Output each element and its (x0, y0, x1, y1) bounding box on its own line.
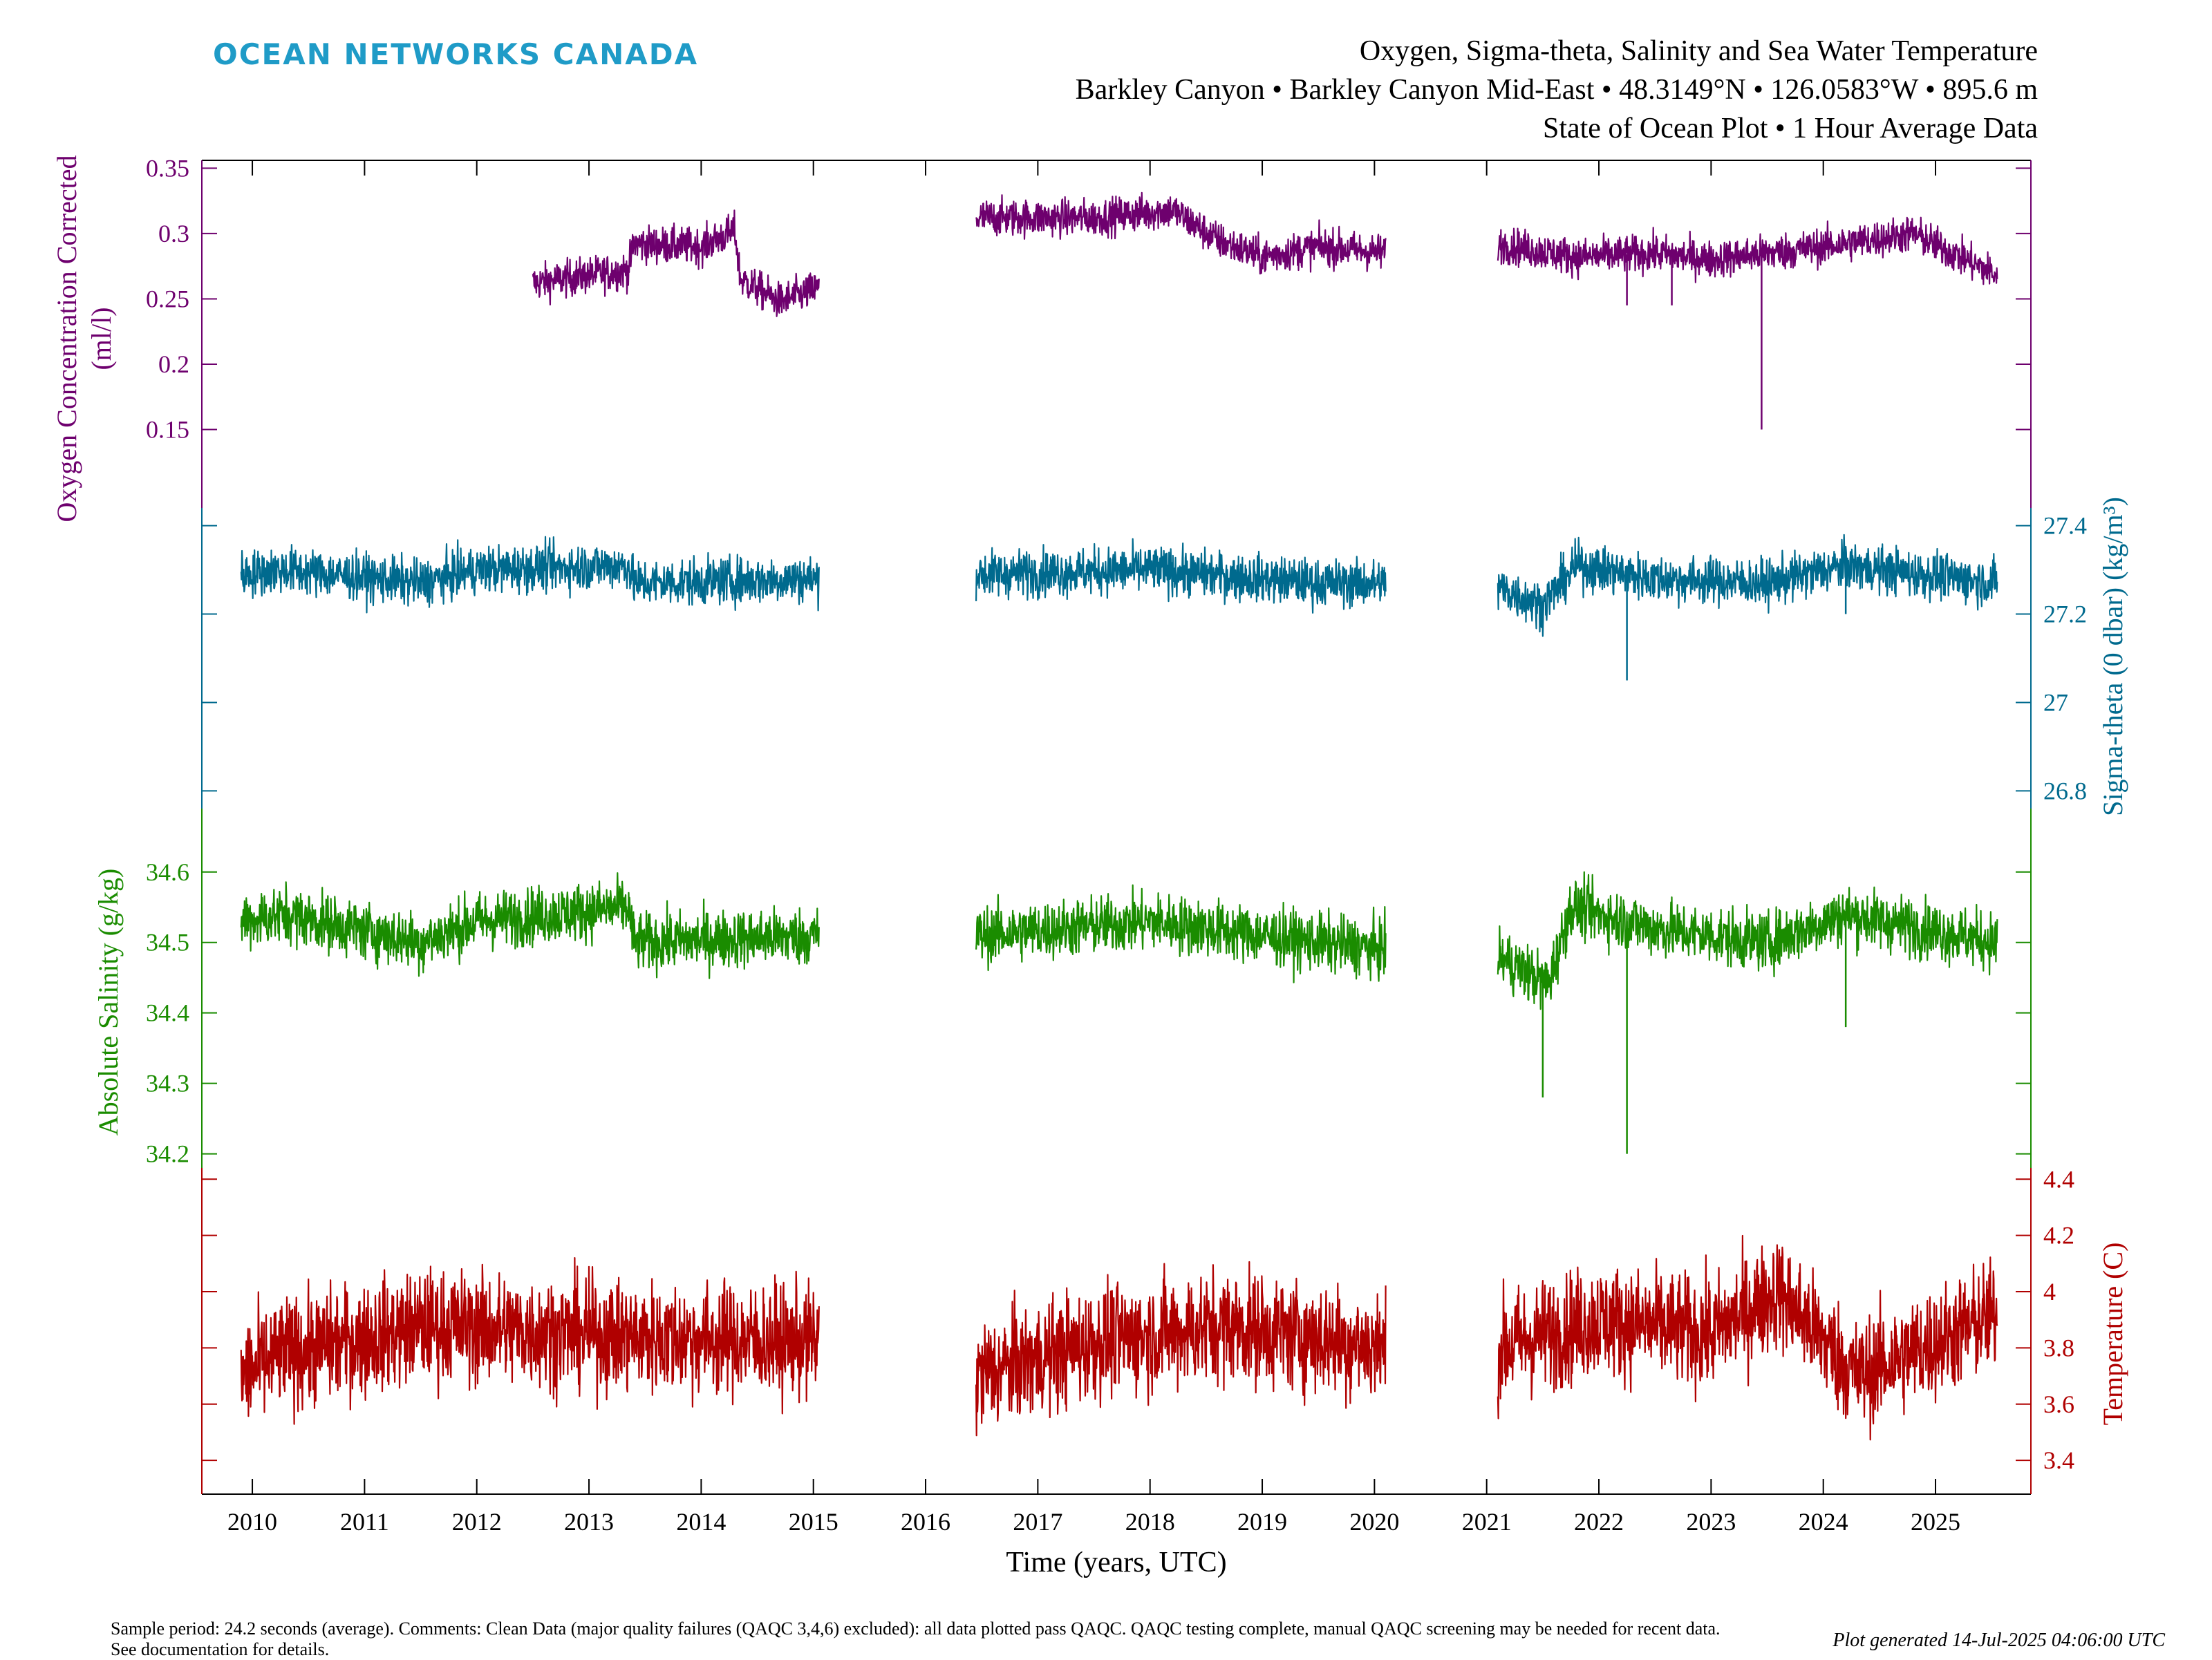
y-axis-label-oxygen: Oxygen Concentration Corrected (ml/l) (51, 155, 117, 522)
x-tick-label: 2011 (340, 1508, 389, 1536)
y-tick-label: 0.3 (158, 220, 189, 247)
y-tick-label: 34.3 (146, 1070, 189, 1097)
x-tick-label: 2013 (564, 1508, 614, 1536)
y-tick-label: 34.5 (146, 929, 189, 956)
series-sigma-theta-segment-3 (1497, 534, 1998, 637)
brand-logo-text: OCEAN NETWORKS CANADA (213, 37, 699, 71)
x-tick-label: 2021 (1462, 1508, 1512, 1536)
x-tick-label: 2024 (1799, 1508, 1848, 1536)
footnote: Sample period: 24.2 seconds (average). C… (111, 1619, 1721, 1659)
y-tick-label: 34.2 (146, 1140, 189, 1168)
y-axis-label-sigma-theta: Sigma-theta (0 dbar) (kg/m³) (2097, 497, 2128, 816)
series-absolute-salinity-segment-1 (240, 872, 820, 979)
series-oxygen-segment-1 (532, 209, 820, 317)
x-tick-label: 2016 (901, 1508, 950, 1536)
y-axis-label-temperature: Temperature (C) (2097, 1243, 2128, 1426)
x-tick-label: 2014 (676, 1508, 726, 1536)
y-tick-label: 27.4 (2043, 512, 2087, 540)
series-sigma-theta-segment-2 (975, 538, 1387, 614)
x-tick-label: 2023 (1686, 1508, 1736, 1536)
series-temperature-segment-1 (240, 1257, 820, 1425)
x-tick-label: 2017 (1013, 1508, 1062, 1536)
x-tick-label: 2018 (1125, 1508, 1175, 1536)
y-tick-label: 0.25 (146, 285, 189, 312)
chart-title: Oxygen, Sigma-theta, Salinity and Sea Wa… (1359, 35, 2038, 67)
y-tick-label: 4 (2043, 1278, 2056, 1305)
series-oxygen-segment-2 (975, 191, 1387, 275)
y-tick-label: 0.15 (146, 416, 189, 444)
y-tick-label: 4.4 (2043, 1165, 2074, 1193)
series-temperature-segment-3 (1497, 1234, 1998, 1441)
series-oxygen-segment-3 (1497, 216, 1998, 285)
generated-timestamp: Plot generated 14-Jul-2025 04:06:00 UTC (1833, 1630, 2165, 1651)
x-axis-label: Time (years, UTC) (1006, 1547, 1226, 1578)
series-absolute-salinity-segment-2 (975, 884, 1387, 983)
x-tick-label: 2025 (1911, 1508, 1960, 1536)
y-tick-label: 27.2 (2043, 601, 2087, 628)
y-tick-label: 34.6 (146, 858, 189, 886)
y-axis-label-absolute-salinity: Absolute Salinity (g/kg) (93, 869, 124, 1136)
y-tick-label: 3.6 (2043, 1390, 2074, 1418)
x-tick-label: 2020 (1349, 1508, 1399, 1536)
x-tick-label: 2015 (789, 1508, 838, 1536)
y-tick-label: 3.8 (2043, 1334, 2074, 1361)
chart-subtitle-type: State of Ocean Plot • 1 Hour Average Dat… (1542, 113, 2038, 144)
x-tick-label: 2019 (1237, 1508, 1287, 1536)
y-tick-label: 3.4 (2043, 1446, 2074, 1474)
y-tick-label: 0.2 (158, 350, 189, 378)
series-temperature-segment-2 (975, 1261, 1387, 1437)
y-tick-label: 4.2 (2043, 1222, 2074, 1249)
y-tick-label: 34.4 (146, 999, 189, 1027)
series-sigma-theta-segment-1 (240, 536, 820, 614)
x-tick-label: 2012 (452, 1508, 502, 1536)
y-tick-label: 0.35 (146, 154, 189, 182)
y-tick-label: 27 (2043, 688, 2068, 716)
y-tick-label: 26.8 (2043, 777, 2087, 804)
x-tick-label: 2022 (1574, 1508, 1624, 1536)
chart-subtitle-location: Barkley Canyon • Barkley Canyon Mid-East… (1075, 74, 2038, 106)
series-absolute-salinity-segment-3 (1497, 871, 1998, 1010)
x-tick-label: 2010 (227, 1508, 277, 1536)
